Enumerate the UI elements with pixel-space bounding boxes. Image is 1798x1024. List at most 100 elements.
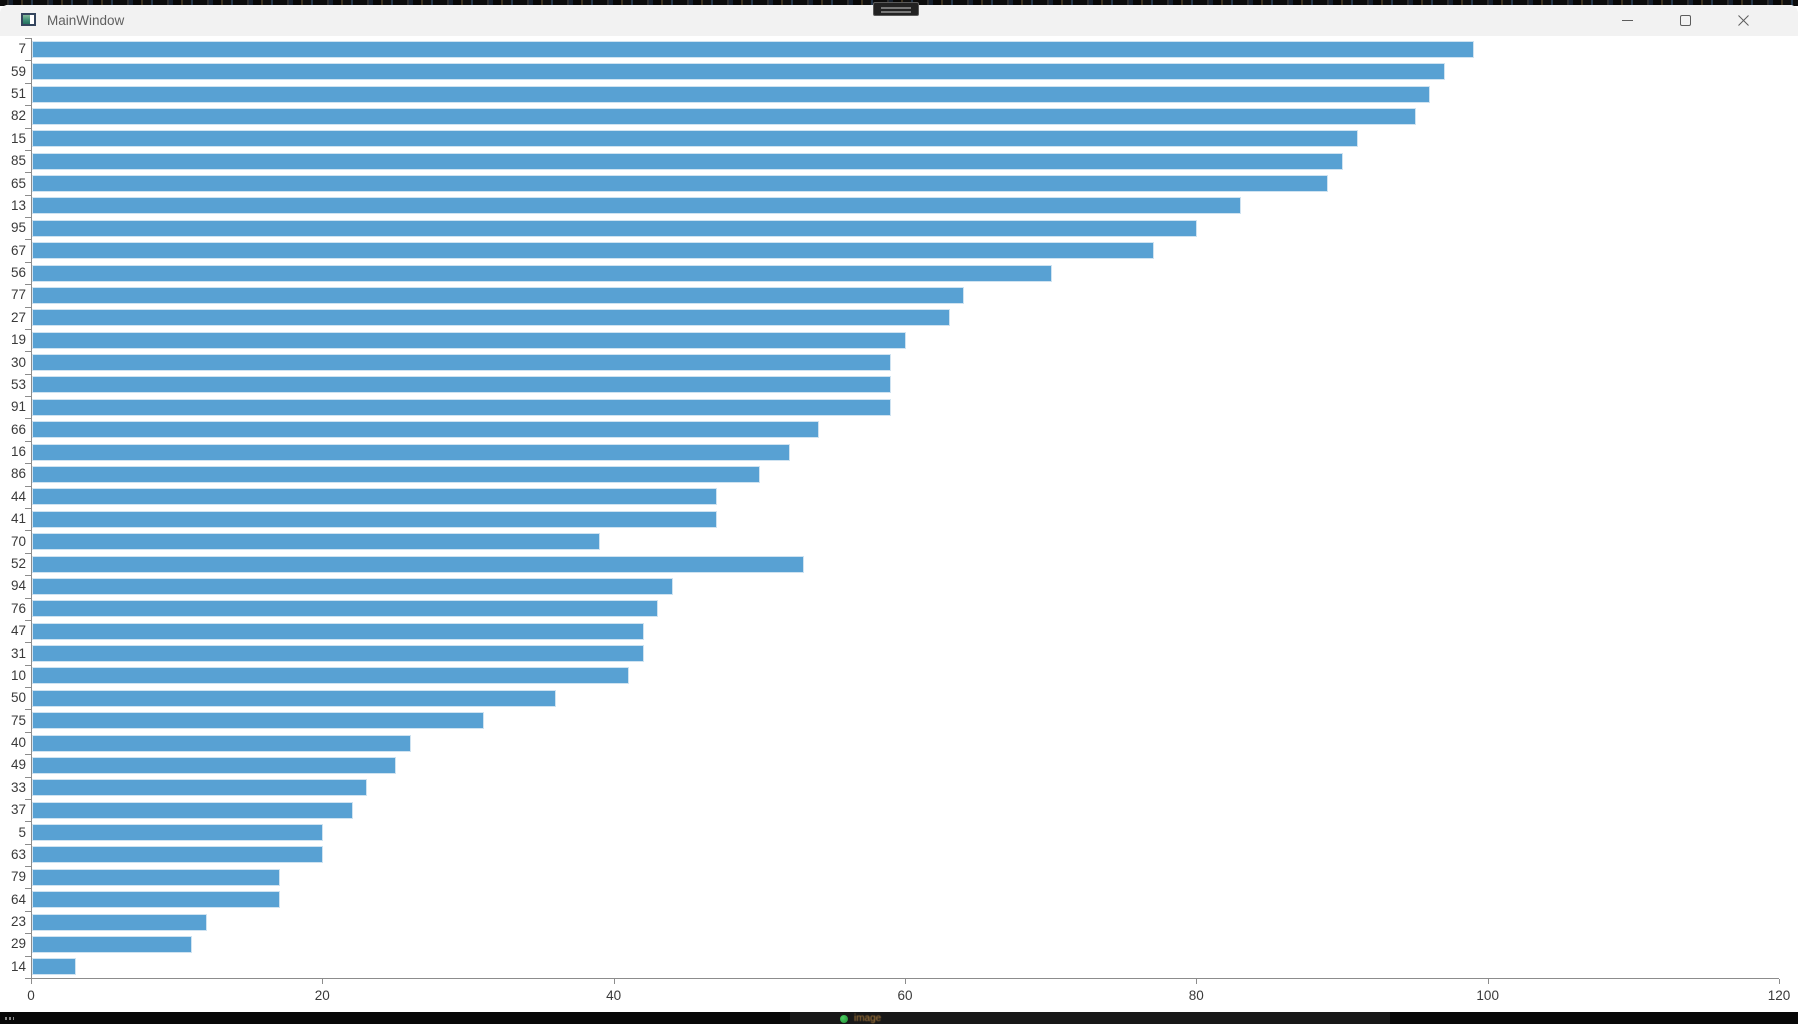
- taskbar-sliver[interactable]: image: [0, 1012, 1798, 1024]
- autohide-handle-tab[interactable]: [873, 2, 919, 16]
- bar[interactable]: [32, 130, 1358, 148]
- bar[interactable]: [32, 40, 1475, 58]
- y-tick-label: 95: [10, 220, 26, 236]
- bar[interactable]: [32, 488, 717, 506]
- bar[interactable]: [32, 689, 557, 707]
- y-axis-tick: [25, 351, 31, 352]
- bar[interactable]: [32, 712, 484, 730]
- bar[interactable]: [32, 85, 1431, 103]
- y-tick-label: 31: [10, 645, 26, 661]
- y-axis-tick: [25, 575, 31, 576]
- y-axis-tick: [25, 329, 31, 330]
- bar[interactable]: [32, 286, 965, 304]
- titlebar[interactable]: MainWindow: [0, 5, 1798, 36]
- y-axis-tick: [25, 978, 31, 979]
- bar[interactable]: [32, 465, 761, 483]
- close-icon: [1737, 15, 1749, 26]
- y-axis-tick: [25, 60, 31, 61]
- y-axis-tick: [25, 396, 31, 397]
- maximize-button[interactable]: [1662, 5, 1708, 36]
- y-axis-tick: [25, 598, 31, 599]
- y-tick-label: 56: [10, 265, 26, 280]
- y-tick-label: 67: [10, 242, 26, 258]
- bar[interactable]: [32, 958, 76, 976]
- y-tick-label: 49: [10, 757, 26, 773]
- y-axis-tick: [25, 441, 31, 442]
- bar[interactable]: [32, 510, 717, 528]
- bar[interactable]: [32, 175, 1329, 192]
- grab-handle-two-lines-icon: [881, 7, 911, 9]
- x-axis-tick: [905, 979, 906, 984]
- bar[interactable]: [32, 622, 644, 640]
- taskbar-text-fragment: image: [854, 1013, 882, 1024]
- bar[interactable]: [32, 913, 207, 931]
- x-tick-label: 100: [1476, 988, 1499, 1003]
- bar[interactable]: [32, 331, 906, 349]
- minimize-button[interactable]: [1604, 5, 1650, 36]
- y-axis-tick: [25, 128, 31, 129]
- bar[interactable]: [32, 868, 280, 886]
- window-title: MainWindow: [47, 13, 125, 28]
- bar[interactable]: [32, 398, 892, 416]
- y-axis-tick: [25, 799, 31, 800]
- y-axis-tick: [25, 888, 31, 889]
- y-axis-tick: [25, 642, 31, 643]
- x-tick-label: 60: [897, 988, 913, 1003]
- x-axis-tick: [1196, 979, 1198, 984]
- bar[interactable]: [32, 309, 950, 327]
- bar-chart: 7 59 51 82 15 85 65 13 95 67 56 77 27 19 30 53 91 66 16 86 4…: [0, 36, 1798, 1012]
- bar[interactable]: [32, 376, 892, 394]
- bar[interactable]: [32, 891, 280, 909]
- bar[interactable]: [32, 600, 659, 618]
- bar[interactable]: [32, 219, 1198, 237]
- y-tick-label: 41: [10, 511, 26, 527]
- bar[interactable]: [32, 756, 397, 774]
- x-tick-label: 20: [314, 988, 330, 1003]
- bar[interactable]: [32, 555, 804, 573]
- bar[interactable]: [32, 354, 892, 371]
- y-tick-label: 44: [10, 488, 26, 504]
- bar[interactable]: [32, 801, 353, 819]
- y-tick-label: 13: [10, 197, 26, 213]
- bar[interactable]: [32, 63, 1445, 81]
- y-axis-tick: [25, 844, 31, 845]
- bar[interactable]: [32, 935, 193, 953]
- x-tick-label: 0: [27, 988, 35, 1003]
- y-tick-label: 30: [10, 354, 26, 370]
- bar[interactable]: [32, 443, 790, 461]
- y-axis-tick: [25, 374, 31, 375]
- close-button[interactable]: [1720, 5, 1766, 36]
- bar[interactable]: [32, 645, 644, 662]
- bar[interactable]: [32, 264, 1052, 282]
- y-tick-label: 27: [10, 309, 26, 325]
- y-axis-tick: [25, 284, 31, 285]
- x-tick-label: 120: [1767, 988, 1791, 1003]
- bar[interactable]: [32, 533, 601, 551]
- y-axis-tick: [25, 665, 31, 666]
- y-tick-label: 64: [10, 891, 26, 907]
- bar[interactable]: [32, 107, 1416, 125]
- bar[interactable]: [32, 824, 324, 841]
- bar[interactable]: [32, 577, 673, 595]
- x-axis-tick: [31, 979, 32, 984]
- y-tick-label: 65: [10, 175, 26, 191]
- y-axis-tick: [25, 821, 31, 822]
- y-axis-tick: [25, 195, 31, 196]
- y-tick-label: 76: [10, 600, 26, 616]
- bar[interactable]: [32, 421, 819, 439]
- y-tick-label: 47: [10, 623, 26, 639]
- bar[interactable]: [32, 846, 324, 864]
- y-tick-label: 63: [10, 846, 26, 862]
- bar[interactable]: [32, 197, 1241, 215]
- bar[interactable]: [32, 734, 411, 752]
- bar[interactable]: [32, 152, 1343, 170]
- x-axis-tick: [322, 979, 324, 984]
- y-axis-tick: [25, 709, 31, 710]
- bar[interactable]: [32, 242, 1154, 260]
- y-axis-tick: [25, 687, 31, 688]
- bar[interactable]: [32, 779, 367, 797]
- bar[interactable]: [32, 667, 630, 685]
- y-tick-label: 86: [10, 466, 26, 482]
- y-axis-tick: [25, 172, 31, 173]
- y-tick-label: 79: [10, 869, 26, 885]
